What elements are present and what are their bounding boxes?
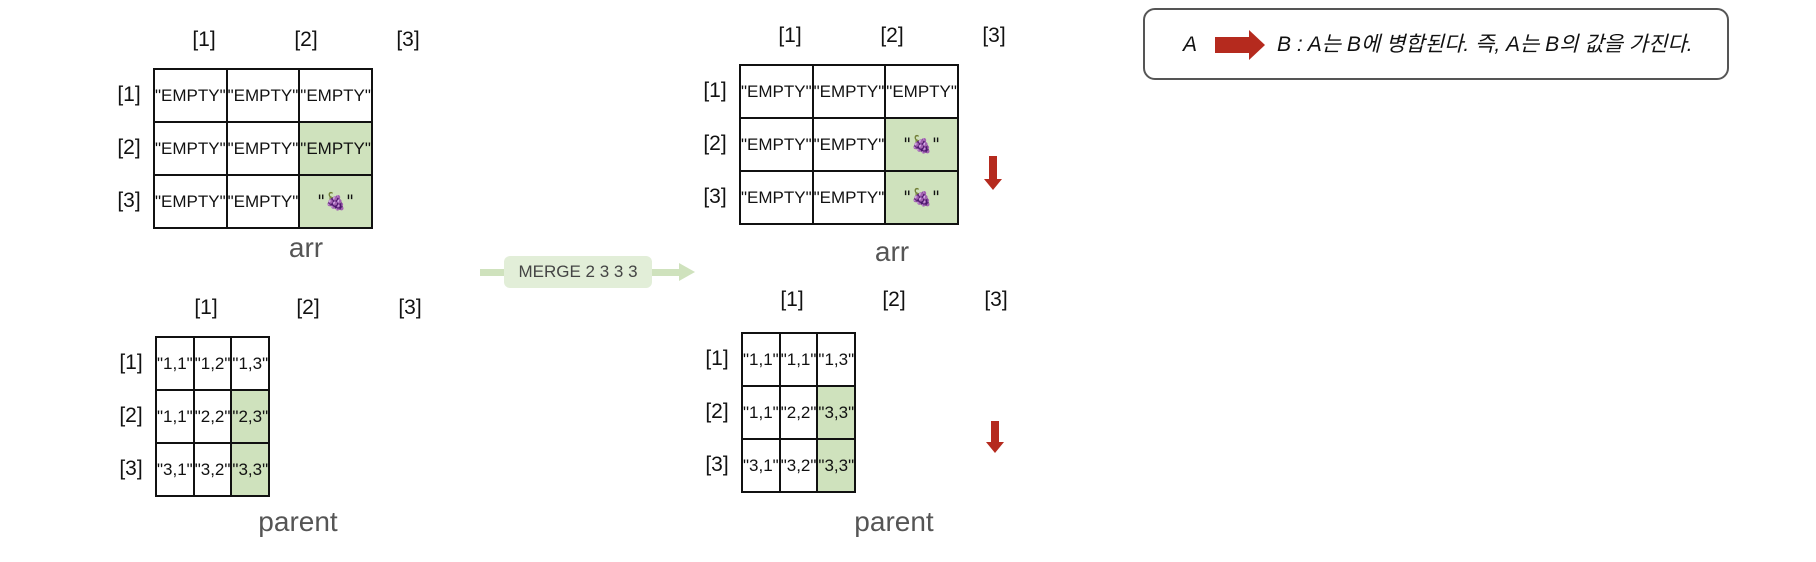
table-cell: "EMPTY" <box>225 68 301 123</box>
row-header: [2] <box>117 136 141 159</box>
merge-arrow-head <box>679 263 695 281</box>
table-cell: "EMPTY" <box>739 64 814 119</box>
row-header: [2] <box>705 400 729 423</box>
table-cell: "EMPTY" <box>153 68 228 123</box>
legend-description: B : A는 B에 병합된다. 즉, A는 B의 값을 가진다. <box>1277 33 1693 56</box>
table-cell: "EMPTY" <box>153 174 228 229</box>
row-header: [1] <box>119 351 143 374</box>
table-cell: "3,2" <box>192 442 233 497</box>
table-cell: "EMPTY" <box>153 121 228 176</box>
table-cell-highlighted: "2,3" <box>230 389 271 444</box>
table-cell: "2,2" <box>192 389 233 444</box>
grid-caption: parent <box>854 506 934 537</box>
merge-arrow: MERGE 2 3 3 3 <box>480 256 695 288</box>
table-cell: "EMPTY" <box>811 64 887 119</box>
arr-table: "EMPTY" "EMPTY" "EMPTY" "EMPTY" "EMPTY" … <box>153 68 373 229</box>
row-header: [1] <box>117 83 141 106</box>
row-header: [3] <box>703 185 727 208</box>
table-cell-highlighted: "🍇" <box>298 174 373 229</box>
table-cell: "EMPTY" <box>225 174 301 229</box>
merge-down-arrow <box>984 156 1002 190</box>
legend-arrow-icon <box>1215 30 1265 60</box>
row-header: [3] <box>119 457 143 480</box>
table-cell: "1,3" <box>230 336 271 391</box>
table-cell-highlighted: "🍇" <box>884 117 959 172</box>
table-cell: "EMPTY" <box>739 170 814 225</box>
col-header: [1] <box>194 296 218 319</box>
col-header: [2] <box>880 24 904 47</box>
merge-down-arrow <box>986 421 1004 453</box>
table-cell: "3,1" <box>155 442 195 497</box>
table-cell: "1,1" <box>741 332 781 387</box>
table-cell: "1,1" <box>155 336 195 391</box>
table-cell-highlighted: "3,3" <box>816 438 857 493</box>
arr-table: "EMPTY" "EMPTY" "EMPTY" "EMPTY" "EMPTY" … <box>739 64 959 225</box>
row-header: [2] <box>119 404 143 427</box>
col-header: [2] <box>296 296 320 319</box>
parent-table: "1,1" "1,1" "1,3" "1,1" "2,2" "3,3" "3,1… <box>741 332 857 493</box>
table-cell: "EMPTY" <box>811 117 887 172</box>
col-header: [3] <box>396 28 420 51</box>
table-cell: "1,3" <box>816 332 857 387</box>
col-header: [1] <box>778 24 802 47</box>
table-cell: "3,1" <box>741 438 781 493</box>
col-header: [3] <box>982 24 1006 47</box>
row-header: [3] <box>705 453 729 476</box>
col-header: [2] <box>294 28 318 51</box>
parent-table: "1,1" "1,2" "1,3" "1,1" "2,2" "2,3" "3,1… <box>155 336 271 497</box>
grid-caption: arr <box>874 236 910 267</box>
col-header: [3] <box>984 288 1008 311</box>
table-cell-highlighted: "3,3" <box>230 442 271 497</box>
table-cell: "EMPTY" <box>298 68 373 123</box>
col-header: [1] <box>780 288 804 311</box>
merge-arrow-line <box>648 269 682 276</box>
table-cell: "1,1" <box>741 385 781 440</box>
row-header: [1] <box>703 79 727 102</box>
col-header: [2] <box>882 288 906 311</box>
merge-label: MERGE 2 3 3 3 <box>504 256 652 288</box>
merge-arrow-line <box>480 269 508 276</box>
table-cell-highlighted: "3,3" <box>816 385 857 440</box>
table-cell: "EMPTY" <box>811 170 887 225</box>
row-header: [1] <box>705 347 729 370</box>
table-cell: "EMPTY" <box>739 117 814 172</box>
row-header: [3] <box>117 189 141 212</box>
table-cell-highlighted: "🍇" <box>884 170 959 225</box>
row-header: [2] <box>703 132 727 155</box>
table-cell: "2,2" <box>778 385 819 440</box>
legend-box: A B : A는 B에 병합된다. 즉, A는 B의 값을 가진다. <box>1143 8 1729 80</box>
table-cell: "3,2" <box>778 438 819 493</box>
col-header: [3] <box>398 296 422 319</box>
grid-caption: arr <box>288 232 324 263</box>
table-cell-highlighted: "EMPTY" <box>298 121 373 176</box>
table-cell: "1,1" <box>778 332 819 387</box>
legend-source-label: A <box>1183 33 1198 56</box>
grid-caption: parent <box>258 506 338 537</box>
table-cell: "1,1" <box>155 389 195 444</box>
table-cell: "EMPTY" <box>225 121 301 176</box>
table-cell: "1,2" <box>192 336 233 391</box>
col-header: [1] <box>192 28 216 51</box>
table-cell: "EMPTY" <box>884 64 959 119</box>
